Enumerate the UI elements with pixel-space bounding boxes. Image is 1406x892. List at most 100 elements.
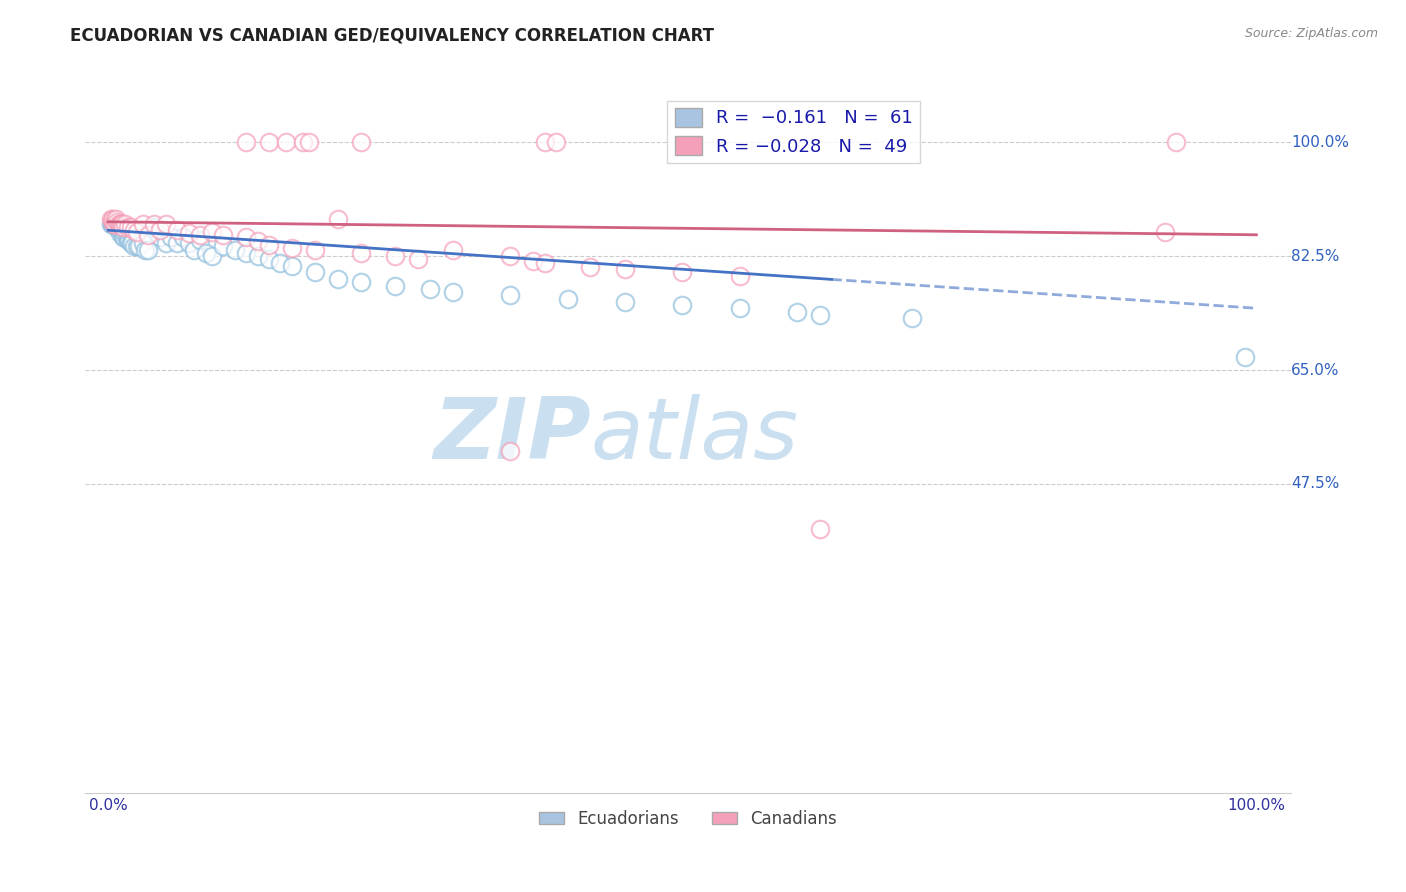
Text: 65.0%: 65.0% xyxy=(1291,362,1340,377)
Point xyxy=(138,243,160,257)
Point xyxy=(166,223,188,237)
Point xyxy=(125,239,148,253)
Point xyxy=(101,217,124,231)
Point xyxy=(901,311,924,326)
Point xyxy=(120,219,142,234)
Point xyxy=(183,243,205,257)
Point xyxy=(118,233,141,247)
Point xyxy=(122,239,145,253)
Point xyxy=(188,227,211,242)
Point xyxy=(112,229,135,244)
Point xyxy=(384,278,406,293)
Point xyxy=(194,246,217,260)
Point xyxy=(108,227,131,241)
Point xyxy=(100,212,122,227)
Point xyxy=(155,236,177,251)
Text: ECUADORIAN VS CANADIAN GED/EQUIVALENCY CORRELATION CHART: ECUADORIAN VS CANADIAN GED/EQUIVALENCY C… xyxy=(70,27,714,45)
Point xyxy=(120,227,142,241)
Point xyxy=(105,219,128,234)
Point xyxy=(1233,350,1256,364)
Point xyxy=(808,522,831,536)
Point xyxy=(728,301,751,316)
Point xyxy=(155,217,177,231)
Point xyxy=(533,256,555,270)
Point xyxy=(172,229,194,244)
Point xyxy=(441,285,464,299)
Text: Source: ZipAtlas.com: Source: ZipAtlas.com xyxy=(1244,27,1378,40)
Point xyxy=(117,219,139,234)
Point xyxy=(728,268,751,283)
Point xyxy=(533,136,555,150)
Point xyxy=(544,136,567,150)
Point xyxy=(104,213,127,227)
Point xyxy=(105,217,128,231)
Text: 47.5%: 47.5% xyxy=(1291,476,1339,491)
Point xyxy=(131,217,153,231)
Point xyxy=(200,249,222,263)
Point xyxy=(107,219,129,234)
Point xyxy=(808,308,831,322)
Point xyxy=(350,136,373,150)
Point xyxy=(128,239,150,253)
Point xyxy=(671,298,693,312)
Point xyxy=(441,243,464,257)
Point xyxy=(522,253,544,268)
Point xyxy=(304,243,326,257)
Point xyxy=(326,272,349,286)
Point xyxy=(103,217,125,231)
Point xyxy=(166,236,188,251)
Point xyxy=(125,225,148,239)
Text: atlas: atlas xyxy=(591,393,799,476)
Point xyxy=(103,217,125,231)
Legend: Ecuadorians, Canadians: Ecuadorians, Canadians xyxy=(533,803,844,834)
Point xyxy=(499,249,522,263)
Point xyxy=(112,219,135,234)
Point xyxy=(613,262,636,277)
Point xyxy=(257,252,280,267)
Point xyxy=(160,229,183,244)
Point xyxy=(121,236,143,251)
Point xyxy=(200,225,222,239)
Point xyxy=(326,212,349,227)
Point xyxy=(281,259,304,273)
Point xyxy=(212,239,235,253)
Point xyxy=(101,212,124,227)
Point xyxy=(350,246,373,260)
Point xyxy=(499,444,522,458)
Point xyxy=(117,233,139,247)
Point xyxy=(406,252,429,267)
Point xyxy=(224,243,246,257)
Point xyxy=(188,233,211,247)
Point xyxy=(134,243,156,257)
Point xyxy=(143,217,166,231)
Point xyxy=(786,304,808,318)
Point xyxy=(131,236,153,251)
Point xyxy=(149,223,172,237)
Point xyxy=(246,235,269,249)
Point xyxy=(298,136,321,150)
Point xyxy=(419,282,441,296)
Point xyxy=(212,227,235,242)
Point xyxy=(115,229,138,244)
Point xyxy=(111,227,134,241)
Point xyxy=(350,275,373,289)
Point xyxy=(114,227,136,241)
Point xyxy=(499,288,522,302)
Point xyxy=(177,236,200,251)
Point xyxy=(235,229,257,244)
Point xyxy=(110,217,132,231)
Point xyxy=(235,246,257,260)
Text: 100.0%: 100.0% xyxy=(1291,135,1348,150)
Point xyxy=(304,265,326,279)
Point xyxy=(384,249,406,263)
Point xyxy=(107,215,129,229)
Point xyxy=(103,217,125,231)
Point xyxy=(108,217,131,231)
Point xyxy=(246,249,269,263)
Point xyxy=(104,217,127,231)
Point xyxy=(138,227,160,242)
Text: ZIP: ZIP xyxy=(433,393,591,476)
Point xyxy=(114,217,136,231)
Point xyxy=(104,217,127,231)
Point xyxy=(1153,225,1175,239)
